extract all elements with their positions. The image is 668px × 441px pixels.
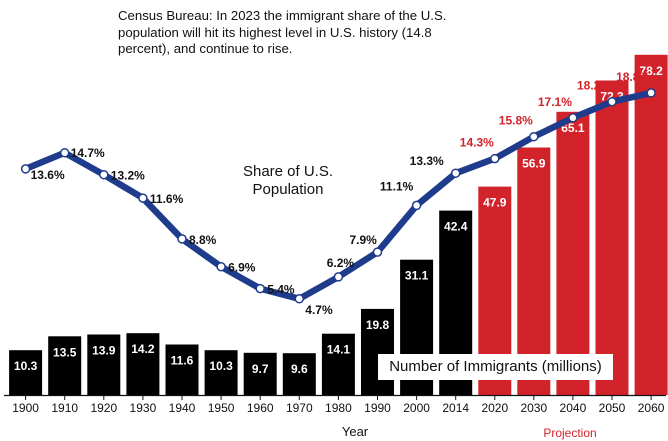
share-label-1930: 11.6%	[150, 192, 184, 206]
x-tick-1900: 1900	[12, 401, 39, 415]
x-tick-1950: 1950	[208, 401, 235, 415]
share-point-2000	[411, 200, 422, 211]
x-tick-1920: 1920	[90, 401, 117, 415]
share-point-2030	[529, 131, 539, 142]
bar-label-1950: 10.3	[209, 359, 233, 373]
share-label-1970: 4.7%	[305, 303, 333, 317]
bar-2050	[595, 80, 629, 395]
x-tick-2040: 2040	[560, 401, 587, 415]
share-point-1930	[138, 193, 148, 203]
bar-label-1960: 9.7	[252, 362, 269, 376]
bar-2040	[556, 111, 590, 396]
bar-1940	[165, 344, 199, 395]
bar-1980	[321, 333, 355, 395]
share-line-series: 13.6% 14.7% 13.2% 11.6% 8.8% 6.9% 5.4% 4.7% 6.2%…	[20, 70, 656, 317]
x-tick-1980: 1980	[325, 401, 352, 415]
x-tick-2030: 2030	[520, 401, 547, 415]
projection-label: Projection	[543, 426, 597, 440]
x-tick-2014: 2014	[442, 401, 469, 415]
bar-label-1970: 9.6	[291, 362, 308, 376]
bar-1900	[9, 350, 43, 395]
bar-label-1980: 14.1	[327, 343, 351, 357]
x-tick-1940: 1940	[169, 401, 196, 415]
share-label-1950: 6.9%	[228, 261, 256, 275]
bar-label-2040: 65.1	[561, 121, 585, 135]
bar-label-1990: 19.8	[366, 318, 390, 332]
share-point-1950	[216, 261, 226, 272]
share-point-2060	[646, 88, 656, 98]
bar-label-2030: 56.9	[522, 157, 546, 171]
share-label-2040: 17.1%	[538, 95, 572, 109]
x-axis-title: Year	[341, 424, 369, 439]
share-point-1900	[20, 164, 31, 174]
share-label-1960: 5.4%	[267, 283, 295, 297]
bar-2060	[634, 54, 668, 396]
immigrants-series-label: Number of Immigrants (millions)	[378, 354, 613, 380]
share-label-2000: 11.1%	[380, 179, 414, 193]
x-tick-1910: 1910	[51, 401, 78, 415]
share-point-1960	[255, 283, 265, 294]
bar-1950	[204, 350, 238, 395]
bar-label-1940: 11.6	[171, 354, 194, 368]
bar-series: 10.3 13.5 13.9 14.2 11.6 10.3 9.7 9.6 14.1 19.8 31…	[9, 54, 668, 396]
bar-1960	[243, 352, 277, 395]
share-point-1990	[372, 247, 383, 257]
share-label-2020: 14.3%	[460, 136, 494, 150]
bar-2030	[517, 147, 551, 395]
bar-label-1920: 13.9	[92, 344, 116, 358]
share-point-2014	[450, 168, 461, 178]
x-tick-1990: 1990	[364, 401, 391, 415]
x-tick-2050: 2050	[599, 401, 626, 415]
x-tick-2020: 2020	[481, 401, 508, 415]
share-point-1980	[333, 272, 344, 282]
x-tick-2000: 2000	[403, 401, 430, 415]
share-point-1910	[59, 148, 70, 158]
share-label-1910: 14.7%	[71, 146, 105, 160]
x-tick-1930: 1930	[130, 401, 157, 415]
bar-label-2000: 31.1	[405, 269, 429, 283]
share-label-1900: 13.6%	[31, 168, 65, 182]
share-point-1940	[177, 234, 187, 244]
share-label-2030: 15.8%	[499, 114, 533, 128]
share-point-1970	[294, 294, 305, 304]
share-label-1990: 7.9%	[350, 233, 378, 247]
x-tick-1970: 1970	[286, 401, 313, 415]
share-point-2040	[568, 113, 578, 123]
bar-1930	[126, 333, 160, 395]
census-annotation: Census Bureau: In 2023 the immigrant sha…	[118, 8, 447, 56]
bar-1990	[361, 308, 394, 395]
share-point-2020	[490, 153, 500, 164]
share-label-1980: 6.2%	[327, 256, 355, 270]
share-point-1920	[99, 169, 109, 180]
bar-label-2014: 42.4	[444, 220, 468, 234]
bar-1920	[87, 334, 121, 395]
bar-label-1900: 10.3	[14, 359, 38, 373]
share-label-1940: 8.8%	[189, 233, 217, 247]
share-point-2050	[607, 96, 617, 107]
bar-label-2060: 78.2	[639, 64, 663, 78]
bar-label-2020: 47.9	[483, 196, 507, 210]
bar-1970	[282, 353, 316, 395]
x-axis: 1900 1910 1920 1930 1940 1950 1960 1970 1980 1990…	[4, 394, 666, 415]
bar-1910	[48, 336, 82, 395]
bar-label-1910: 13.5	[53, 345, 77, 359]
share-label-2060: 18.8%	[616, 70, 650, 84]
share-label-2050: 18.2%	[577, 79, 611, 93]
x-tick-1960: 1960	[247, 401, 274, 415]
share-label-1920: 13.2%	[111, 169, 145, 183]
bar-label-1930: 14.2	[131, 342, 155, 356]
x-tick-2060: 2060	[638, 401, 665, 415]
share-series-label: Share of U.S. Population	[242, 163, 334, 198]
share-label-2014: 13.3%	[410, 154, 444, 168]
